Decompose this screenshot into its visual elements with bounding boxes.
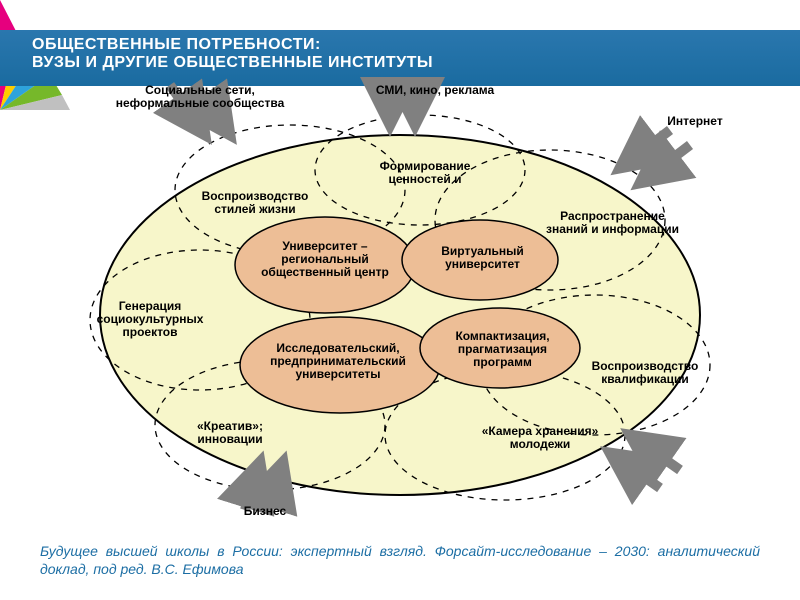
diagram-label: «Камера хранения» молодежи	[480, 425, 600, 451]
title-bar: ОБЩЕСТВЕННЫЕ ПОТРЕБНОСТИ: ВУЗЫ И ДРУГИЕ …	[0, 30, 800, 86]
diagram-label: «Креатив»; инновации	[175, 420, 285, 446]
diagram-label: Распространение знаний и информации	[540, 210, 685, 236]
diagram-label: Исследовательский, предпринимательский у…	[248, 342, 428, 382]
diagram-label: Формирование ценностей и	[360, 160, 490, 186]
diagram-label: Интернет	[650, 115, 740, 128]
diagram-label: Бизнес	[225, 505, 305, 518]
diagram-label: Университет – региональный общественный …	[250, 240, 400, 280]
diagram-label: Воспроизводство квалификации	[580, 360, 710, 386]
footer-caption: Будущее высшей школы в России: экспертны…	[40, 542, 760, 578]
diagram-canvas: Воспроизводство стилей жизни Формирование…	[40, 90, 760, 520]
diagram-label: Компактизация, прагматизация программ	[440, 330, 565, 370]
title-line1: ОБЩЕСТВЕННЫЕ ПОТРЕБНОСТИ:	[32, 36, 768, 54]
diagram-label: Виртуальный университет	[425, 245, 540, 271]
diagram-label: Воспроизводство стилей жизни	[190, 190, 320, 216]
diagram-label: СМИ, кино, реклама	[350, 84, 520, 97]
diagram-label: Социальные сети, неформальные сообщества	[115, 84, 285, 110]
diagram-label: Генерация социокультурных проектов	[90, 300, 210, 340]
title-line2: ВУЗЫ И ДРУГИЕ ОБЩЕСТВЕННЫЕ ИНСТИТУТЫ	[32, 54, 768, 72]
